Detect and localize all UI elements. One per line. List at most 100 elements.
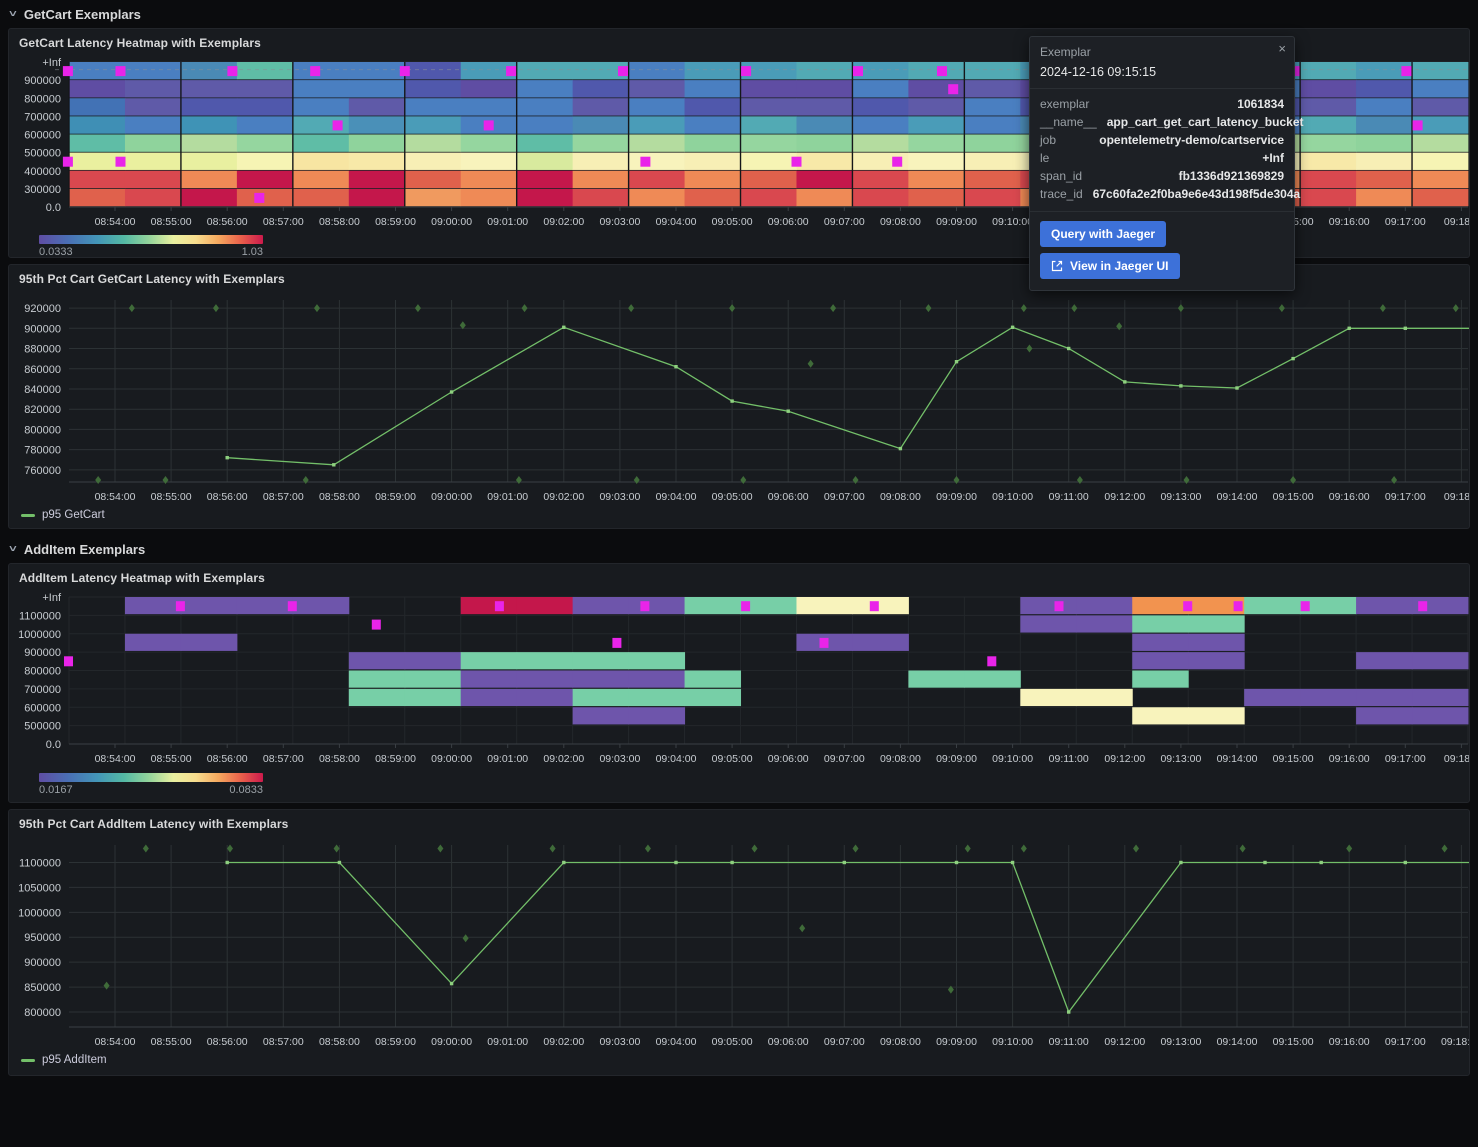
- additem-heatmap-plot[interactable]: +Inf 1100000 1000000 900000 800000 700000 6000…: [9, 589, 1469, 767]
- query-with-jaeger-button[interactable]: Query with Jaeger: [1040, 221, 1167, 247]
- field-key: exemplar: [1040, 97, 1090, 111]
- field-key: span_id: [1040, 169, 1083, 183]
- legend-label-p95-additem[interactable]: p95 AddItem: [42, 1054, 107, 1066]
- heatmap-exemplar-marker: [254, 192, 265, 203]
- svg-text:09:17:00: 09:17:00: [1385, 216, 1426, 228]
- heatmap-cell: [572, 688, 630, 707]
- svg-text:09:18:0: 09:18:0: [1444, 753, 1469, 765]
- heatmap-cell: [124, 633, 182, 651]
- heatmap-cell: [460, 652, 518, 670]
- heatmap-cell: [796, 188, 853, 207]
- heatmap-cell: [684, 688, 742, 707]
- heatmap-cell: [684, 116, 741, 134]
- svg-text:08:54:00: 08:54:00: [95, 753, 136, 765]
- heatmap-exemplar-marker: [819, 637, 829, 648]
- color-scale-min: 0.0333: [39, 246, 73, 258]
- heatmap-cell: [740, 134, 797, 152]
- additem-line-plot[interactable]: 1100000 1050000 1000000 950000 900000 850000 8…: [9, 835, 1469, 1050]
- series-point: [898, 446, 903, 451]
- row-header-additem[interactable]: ˅ AddItem Exemplars: [0, 535, 1478, 563]
- close-icon[interactable]: ×: [1278, 41, 1286, 56]
- svg-text:09:07:00: 09:07:00: [824, 491, 865, 503]
- series-point: [562, 860, 566, 865]
- getcart-line-plot[interactable]: 920000 900000 880000 860000 840000 820000 8000…: [9, 290, 1469, 505]
- heatmap-cell: [348, 688, 406, 707]
- svg-text:09:03:00: 09:03:00: [599, 491, 640, 503]
- row-title-additem: AddItem Exemplars: [23, 541, 146, 557]
- heatmap-cell: [628, 688, 686, 707]
- series-point: [1067, 1010, 1071, 1014]
- getcart-color-scale: 0.0333 1.03: [9, 229, 1469, 266]
- heatmap-exemplar-marker: [618, 66, 628, 77]
- exemplar-field-row: trace_id 67c60fa2e2f0ba9e6e43d198f5de304…: [1040, 185, 1300, 203]
- svg-text:09:00:00: 09:00:00: [431, 216, 472, 228]
- svg-text:09:04:00: 09:04:00: [656, 491, 697, 503]
- legend-getcart[interactable]: p95 GetCart: [9, 505, 1469, 529]
- heatmap-cell: [1412, 116, 1469, 134]
- timeseries-getcart-svg[interactable]: 920000 900000 880000 860000 840000 820000 8000…: [9, 290, 1469, 505]
- heatmap-exemplar-marker: [175, 601, 185, 612]
- heatmap-cell: [460, 80, 518, 98]
- heatmap-cell: [796, 80, 853, 98]
- chevron-down-icon[interactable]: ˅: [9, 543, 17, 555]
- heatmap-cell: [1412, 62, 1469, 80]
- svg-text:08:56:00: 08:56:00: [207, 1036, 248, 1048]
- svg-text:800000: 800000: [24, 666, 61, 678]
- svg-text:760000: 760000: [24, 465, 61, 477]
- heatmap-exemplar-marker: [869, 601, 879, 612]
- svg-text:09:07:00: 09:07:00: [824, 753, 865, 765]
- heatmap-cell: [572, 134, 629, 152]
- legend-additem[interactable]: p95 AddItem: [9, 1050, 1469, 1074]
- svg-text:08:57:00: 08:57:00: [263, 1036, 304, 1048]
- heatmap-cell: [1412, 98, 1469, 116]
- heatmap-cell: [628, 116, 685, 134]
- row-header-getcart[interactable]: ˅ GetCart Exemplars: [0, 0, 1478, 28]
- heatmap-cell: [684, 62, 741, 80]
- svg-text:09:15:00: 09:15:00: [1273, 753, 1314, 765]
- heatmap-exemplar-marker: [987, 656, 997, 667]
- series-path-p95-getcart: [227, 326, 1469, 466]
- heatmap-cell: [1300, 134, 1357, 152]
- heatmap-exemplar-marker: [62, 66, 73, 77]
- heatmap-cell: [572, 597, 630, 615]
- heatmap-cell: [964, 134, 1021, 152]
- heatmap-cell: [852, 80, 909, 98]
- heatmap-cell: [628, 707, 686, 725]
- series-point: [1403, 326, 1407, 330]
- timeseries-additem-svg[interactable]: 1100000 1050000 1000000 950000 900000 850000 8…: [9, 835, 1469, 1050]
- svg-text:09:17:00: 09:17:00: [1385, 1036, 1426, 1048]
- field-value: app_cart_get_cart_latency_bucket: [1106, 115, 1304, 129]
- legend-color-swatch: [21, 1058, 35, 1062]
- heatmap-cell: [236, 116, 294, 134]
- svg-text:09:00:00: 09:00:00: [431, 753, 472, 765]
- heatmap-cell: [628, 170, 685, 189]
- series-point: [1179, 860, 1183, 865]
- svg-text:09:09:00: 09:09:00: [936, 1036, 977, 1048]
- heatmap-cell: [1188, 633, 1245, 651]
- heatmap-cell: [852, 170, 909, 189]
- svg-text:700000: 700000: [24, 111, 61, 123]
- heatmap-cell: [572, 170, 629, 189]
- chevron-down-icon[interactable]: ˅: [9, 8, 17, 20]
- svg-text:09:02:00: 09:02:00: [543, 1036, 584, 1048]
- exemplar-tooltip[interactable]: × Exemplar 2024-12-16 09:15:15 exemplar …: [1029, 36, 1303, 291]
- heatmap-cell: [572, 62, 629, 80]
- svg-text:09:05:00: 09:05:00: [712, 216, 753, 228]
- heatmap-cell: [908, 152, 965, 170]
- legend-label-p95-getcart[interactable]: p95 GetCart: [42, 509, 105, 521]
- series-point: [1291, 356, 1295, 361]
- heatmap-cell: [404, 652, 462, 670]
- heatmap-cell: [348, 670, 406, 688]
- heatmap-cell: [1356, 116, 1413, 134]
- heatmap-cell: [908, 188, 965, 207]
- heatmap-cell: [1132, 652, 1189, 670]
- svg-text:08:54:00: 08:54:00: [95, 216, 136, 228]
- heatmap-cell: [684, 98, 741, 116]
- view-in-jaeger-ui-button[interactable]: View in Jaeger UI: [1040, 253, 1180, 279]
- svg-text:09:15:00: 09:15:00: [1273, 491, 1314, 503]
- svg-text:09:16:00: 09:16:00: [1329, 1036, 1370, 1048]
- heatmap-additem-svg[interactable]: +Inf 1100000 1000000 900000 800000 700000 6000…: [9, 589, 1469, 767]
- svg-text:09:10:00: 09:10:00: [992, 1036, 1033, 1048]
- svg-text:09:04:00: 09:04:00: [656, 753, 697, 765]
- svg-text:09:06:00: 09:06:00: [768, 1036, 809, 1048]
